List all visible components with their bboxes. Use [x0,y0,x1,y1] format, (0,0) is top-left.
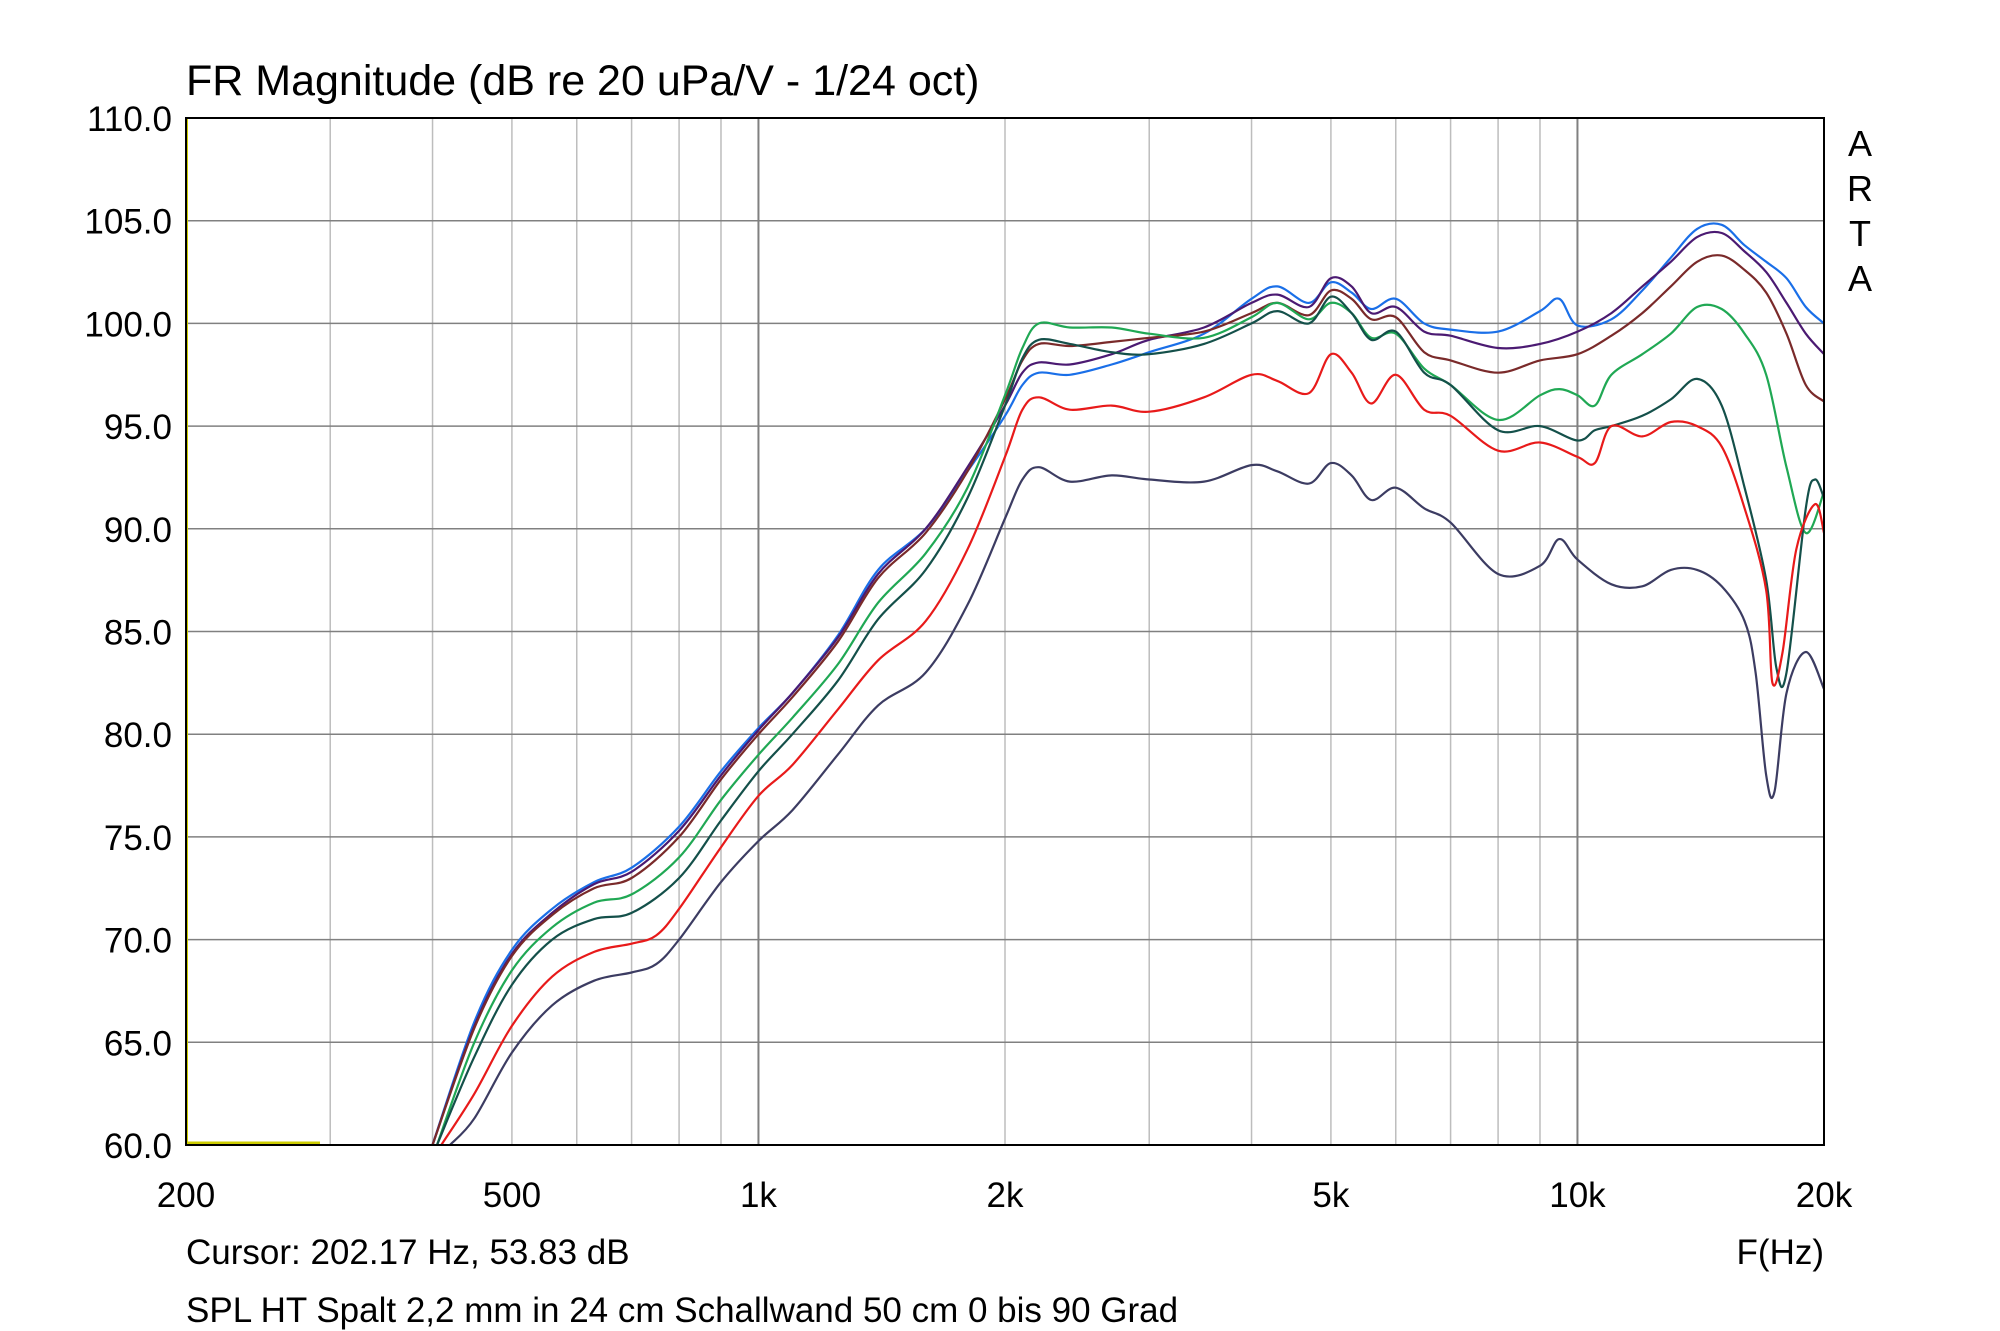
y-tick-label: 65.0 [104,1024,172,1063]
grid-lines [186,118,1824,1145]
arta-logo-letter: A [1848,258,1872,299]
x-tick-label: 1k [740,1176,777,1215]
arta-logo-letter: T [1849,213,1871,254]
y-tick-label: 60.0 [104,1127,172,1166]
chart-title: FR Magnitude (dB re 20 uPa/V - 1/24 oct) [186,57,980,105]
y-tick-label: 85.0 [104,614,172,653]
x-tick-label: 200 [157,1176,215,1215]
measurement-note: SPL HT Spalt 2,2 mm in 24 cm Schallwand … [186,1291,1178,1330]
series-line-4 [435,301,1826,1146]
x-axis-label: F(Hz) [1737,1233,1824,1272]
y-tick-label: 110.0 [87,100,172,139]
y-tick-label: 90.0 [104,511,172,550]
y-tick-label: 75.0 [104,819,172,858]
arta-logo-letter: R [1847,168,1873,209]
series-line-6 [440,352,1826,1146]
plot-frame [185,117,1825,1146]
x-tick-label: 500 [483,1176,541,1215]
series-line-2 [431,230,1825,1146]
x-tick-label: 2k [987,1176,1024,1215]
x-tick-label: 5k [1312,1176,1349,1215]
arta-logo-letter: A [1848,123,1872,164]
y-tick-label: 105.0 [84,203,172,242]
x-tick-label: 20k [1796,1176,1853,1215]
cursor-readout: Cursor: 202.17 Hz, 53.83 dB [186,1233,630,1272]
x-tick-label: 10k [1549,1176,1606,1215]
y-tick-label: 70.0 [104,922,172,961]
series-group [431,222,1826,1146]
y-tick-label: 80.0 [104,716,172,755]
series-line-7 [449,461,1826,1146]
series-line-5 [435,295,1826,1146]
y-axis-tick-labels: 110.0 105.0 100.0 95.0 90.0 85.0 80.0 75.0 70.0 6… [84,100,172,1166]
series-line-3 [431,254,1825,1146]
y-tick-label: 95.0 [104,408,172,447]
y-tick-label: 100.0 [84,305,172,344]
x-axis-tick-labels: 200 500 1k 2k 5k 10k 20k [157,1176,1853,1215]
